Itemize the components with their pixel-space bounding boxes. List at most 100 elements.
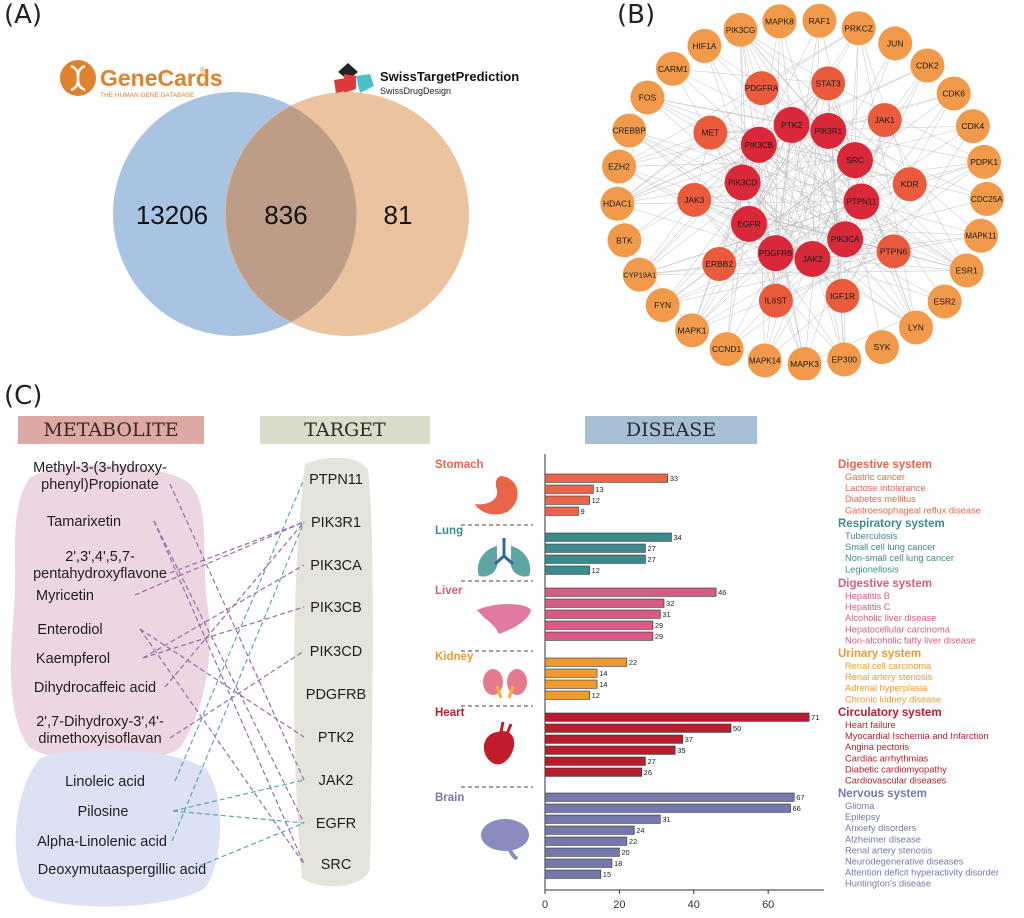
bar-value-label: 27	[647, 757, 655, 766]
legend-disease: Gastric cancer	[845, 472, 905, 482]
bar-value-label: 18	[614, 859, 622, 868]
bar-value-label: 27	[647, 544, 655, 553]
legend-disease: Hepatitis C	[845, 602, 891, 612]
node-label-ptk2: PTK2	[781, 120, 803, 130]
metabolite-line: 2',7-Dihydroxy-3',4'-	[36, 714, 164, 730]
legend-disease: Glioma	[845, 801, 875, 811]
heart-icon	[483, 721, 515, 765]
bar-brain	[544, 825, 635, 835]
bar-brain	[544, 858, 613, 868]
node-src	[836, 142, 873, 179]
legend-disease: Lactose intolerance	[845, 483, 926, 493]
legend-disease: Non-small cell lung cancer	[845, 553, 954, 563]
bar-value-label: 35	[677, 746, 685, 755]
legend-disease: Cardiac arrhythmias	[845, 753, 929, 763]
legend-disease: Diabetic cardiomyopathy	[845, 764, 947, 774]
network-edge	[694, 124, 792, 201]
metabolite-line: Alpha-Linolenic acid	[37, 834, 167, 850]
node-label-igf1r: IGF1R	[830, 291, 855, 301]
bar-value-label: 33	[670, 474, 678, 483]
node-label-egfr: EGFR	[737, 219, 761, 229]
metabolite-label: Methyl-3-(3-hydroxy-phenyl)Propionate	[33, 460, 167, 493]
node-pik3cd	[724, 164, 761, 201]
node-raf1	[802, 3, 837, 38]
legend-disease: Epilepsy	[845, 812, 880, 822]
metabolite-target-link	[153, 520, 305, 824]
metabolite-target-network: Methyl-3-(3-hydroxy-phenyl)Propionate Tam…	[10, 457, 373, 907]
node-btk	[607, 223, 642, 258]
node-label-hdac1: HDAC1	[603, 199, 632, 209]
organ-label-kidney: Kidney	[435, 651, 474, 663]
node-pdgfra	[744, 71, 779, 106]
target-blob	[294, 457, 373, 887]
node-label-pdgfra: PDGFRA	[745, 84, 779, 93]
network-edge	[854, 28, 859, 161]
metabolite-target-link	[153, 520, 305, 865]
legend-disease: Tuberculosis	[845, 531, 898, 541]
target-pdgfrb: PDGFRB	[306, 687, 366, 703]
metabolite-line: Pilosine	[78, 804, 129, 820]
node-label-ccnd1: CCND1	[712, 344, 742, 354]
bar-kidney	[544, 690, 590, 700]
bar-value-label: 29	[655, 632, 663, 641]
legend-disease: Adrenal hyperplasia	[845, 683, 928, 693]
metabolite-blob-blue	[15, 749, 221, 907]
node-pdpk1	[967, 144, 1002, 179]
brain-shape	[481, 819, 529, 851]
bar-brain	[544, 847, 620, 857]
x-tick-label: 60	[762, 899, 774, 911]
node-egfr	[731, 205, 768, 242]
x-tick-label: 40	[688, 899, 700, 911]
node-label-carm1: CARM1	[658, 64, 688, 74]
network-edge	[617, 130, 829, 204]
node-label-pik3ca: PIK3CA	[831, 235, 860, 244]
bar-lung	[544, 554, 646, 564]
bar-heart	[544, 745, 676, 755]
bar-lung	[544, 532, 672, 542]
network-edge	[758, 144, 862, 202]
bar-value-label: 15	[603, 870, 611, 879]
network-edge	[893, 125, 974, 252]
metabolite-line: Linoleic acid	[65, 774, 145, 790]
node-label-stat3: STAT3	[816, 78, 841, 88]
swiss-sub: SwissDrugDesign	[380, 86, 451, 96]
bar-brain	[544, 836, 628, 846]
node-label-cdk2: CDK2	[916, 61, 939, 71]
node-hdac1	[600, 186, 635, 221]
node-label-mapk8: MAPK8	[765, 16, 794, 26]
bar-liver	[544, 631, 654, 641]
network-edge	[828, 130, 985, 163]
bar-value-label: 50	[733, 724, 741, 733]
bar-value-label: 22	[629, 658, 637, 667]
network-edge	[761, 28, 859, 89]
bar-heart	[544, 723, 732, 733]
panel-label-b: (B)	[617, 0, 656, 30]
metabolite-target-link	[172, 779, 305, 812]
node-hif1a	[687, 28, 722, 63]
node-jak1	[867, 103, 902, 138]
node-label-esr2: ESR2	[934, 297, 956, 307]
bar-stomach	[544, 506, 579, 516]
metabolite-line: Deoxymutaaspergillic acid	[38, 862, 206, 878]
bar-value-label: 46	[718, 588, 726, 597]
bar-stomach	[544, 473, 669, 483]
node-label-cdk4: CDK4	[962, 121, 985, 131]
bar-kidney	[544, 679, 598, 689]
metabolite-label: Tamarixetin	[47, 514, 121, 530]
node-erbb2	[702, 246, 737, 281]
legend-disease: Anxiety disorders	[845, 823, 917, 833]
node-igf1r	[825, 278, 860, 313]
metabolite-line: phenyl)Propionate	[41, 477, 159, 493]
organ-label-stomach: Stomach	[435, 459, 484, 471]
metabolite-label: Linoleic acid	[65, 774, 145, 790]
liver-icon	[477, 604, 531, 634]
target-pik3ca: PIK3CA	[310, 558, 362, 574]
venn-left-count: 13206	[136, 200, 208, 230]
network-edge	[629, 130, 945, 302]
bar-heart	[544, 756, 646, 766]
lung-left	[477, 546, 497, 577]
legend-system-heart: Circulatory system	[838, 707, 942, 719]
network-edge	[617, 203, 776, 254]
legend-disease: Renal cell carcinoma	[845, 661, 932, 671]
metabolite-target-link	[191, 822, 305, 870]
